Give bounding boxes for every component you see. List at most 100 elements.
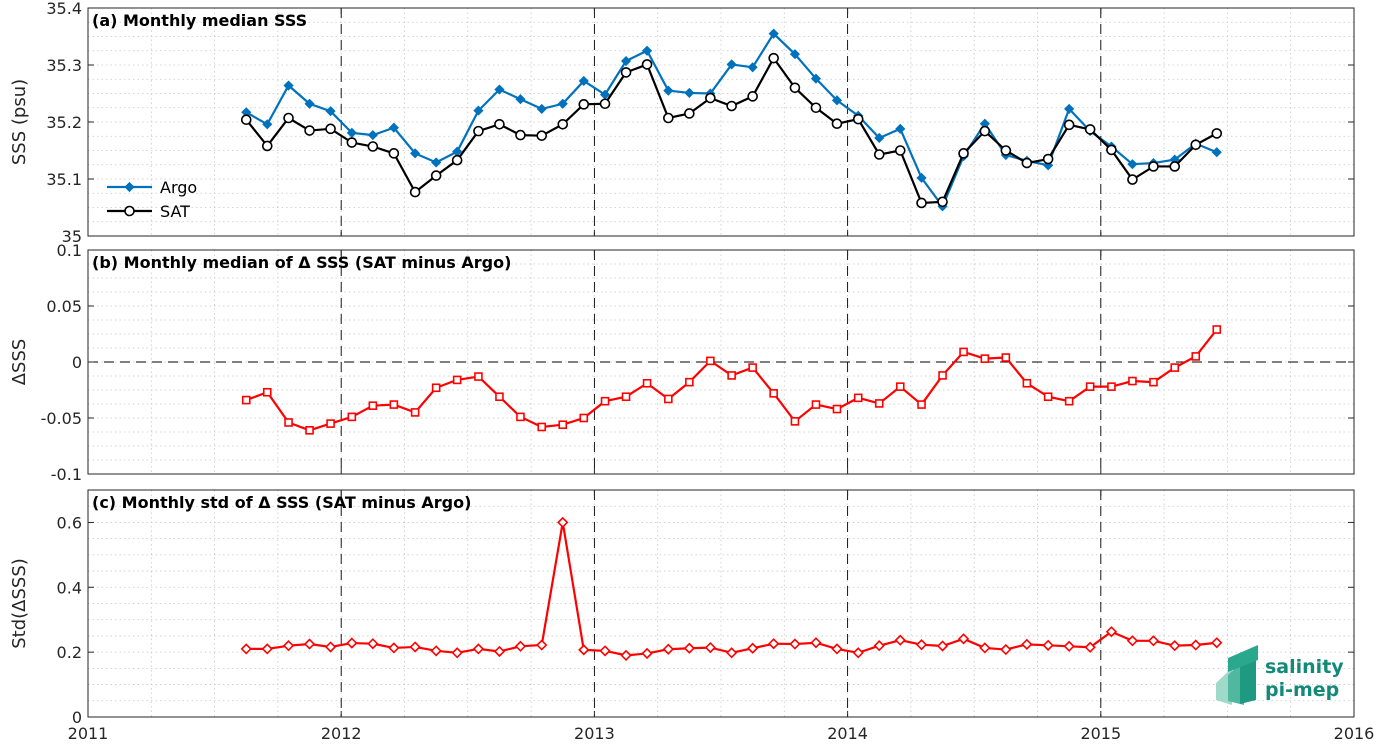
data-point	[474, 372, 483, 381]
data-point	[240, 643, 252, 655]
markers	[240, 516, 1223, 662]
data-point	[305, 426, 314, 435]
data-point	[1190, 639, 1202, 651]
logo-line-1: salinity	[1265, 656, 1344, 678]
data-point	[1211, 637, 1223, 649]
markers	[241, 28, 1222, 212]
data-point	[1127, 159, 1138, 170]
data-point	[284, 418, 293, 427]
legend-marker	[124, 181, 135, 193]
axes-box	[87, 489, 1355, 718]
data-point	[684, 108, 695, 119]
data-point	[557, 516, 569, 529]
data-point	[852, 647, 864, 659]
data-point	[916, 172, 927, 183]
panel-1: 35 35.1 35.2 35.3 35.4 SSS (psu) (a) Monthly m…	[9, 0, 1355, 246]
salinity-pi-mep-logo: salinity pi-mep	[1216, 645, 1344, 705]
data-point	[431, 157, 442, 168]
data-point	[240, 114, 252, 126]
data-point	[473, 125, 484, 137]
y-axis-label: ΔSSS	[9, 339, 30, 386]
panel-2: -0.1 -0.05 0 0.05 0.1 ΔSSS (b) Monthly median …	[9, 241, 1355, 484]
data-point	[958, 148, 969, 159]
data-point	[1021, 638, 1033, 650]
data-point	[1043, 392, 1053, 402]
legend-label: SAT	[160, 202, 190, 221]
data-point	[578, 75, 589, 87]
data-point	[261, 643, 273, 655]
data-point	[600, 396, 610, 406]
data-point	[704, 641, 716, 654]
data-point	[1000, 643, 1012, 656]
y-tick-label: 0.4	[57, 578, 82, 597]
data-point	[831, 95, 843, 106]
legend-label: Argo	[160, 178, 197, 197]
data-point	[916, 197, 927, 209]
data-point	[1001, 353, 1011, 362]
data-point	[389, 400, 399, 409]
data-point	[663, 85, 674, 96]
data-point	[620, 55, 632, 67]
y-tick-label: 35.4	[46, 0, 82, 18]
data-point	[979, 125, 991, 137]
data-point	[706, 356, 715, 366]
data-point	[558, 420, 568, 430]
data-point	[769, 389, 778, 398]
data-point	[473, 105, 484, 116]
y-axis-label: Std(ΔSSS)	[9, 558, 30, 649]
data-point	[1147, 635, 1160, 647]
data-point	[452, 375, 462, 385]
data-point	[282, 640, 295, 652]
data-point	[494, 118, 505, 130]
data-point	[388, 148, 400, 159]
data-point	[1148, 161, 1159, 172]
y-axis-label: SSS (psu)	[9, 79, 30, 165]
y-tick-label: 35.1	[46, 170, 82, 189]
data-point	[1126, 635, 1139, 647]
data-point	[367, 638, 379, 650]
data-point	[599, 98, 611, 110]
data-point	[410, 148, 421, 159]
data-point	[768, 638, 780, 650]
y-tick-label: 0.1	[57, 241, 82, 260]
data-point	[557, 118, 569, 130]
data-point	[283, 80, 294, 91]
data-point	[874, 132, 885, 144]
panel-title: (c) Monthly std of Δ SSS (SAT minus Argo…	[92, 493, 471, 512]
data-point	[1149, 377, 1158, 387]
data-point	[936, 640, 949, 652]
data-point	[1064, 103, 1075, 114]
data-point	[557, 98, 568, 109]
data-point	[431, 383, 441, 393]
x-tick-label: 2013	[574, 724, 615, 743]
data-point	[262, 387, 272, 397]
data-point	[388, 122, 399, 133]
data-point	[620, 67, 632, 78]
series-line	[245, 328, 1218, 432]
data-point	[261, 140, 273, 152]
data-point	[726, 100, 737, 112]
data-point	[980, 354, 990, 363]
data-point	[578, 99, 590, 110]
data-point	[516, 412, 525, 422]
data-point	[768, 52, 779, 64]
data-point	[685, 377, 694, 387]
data-point	[831, 118, 843, 130]
data-point	[789, 82, 801, 94]
data-point	[1127, 174, 1138, 185]
data-point	[494, 84, 505, 95]
panel-title: (a) Monthly median SSS	[92, 11, 307, 30]
data-point	[811, 400, 821, 409]
data-point	[642, 45, 653, 56]
data-point	[895, 123, 906, 134]
data-point	[578, 644, 590, 656]
data-point	[1085, 382, 1095, 391]
series-sat	[240, 52, 1223, 209]
data-point	[451, 154, 463, 166]
y-tick-label: 0	[72, 353, 82, 372]
data-point	[620, 649, 632, 662]
data-point	[1107, 382, 1116, 391]
y-tick-label: 35.3	[46, 56, 82, 75]
data-point	[1169, 640, 1181, 652]
data-point	[536, 639, 548, 651]
